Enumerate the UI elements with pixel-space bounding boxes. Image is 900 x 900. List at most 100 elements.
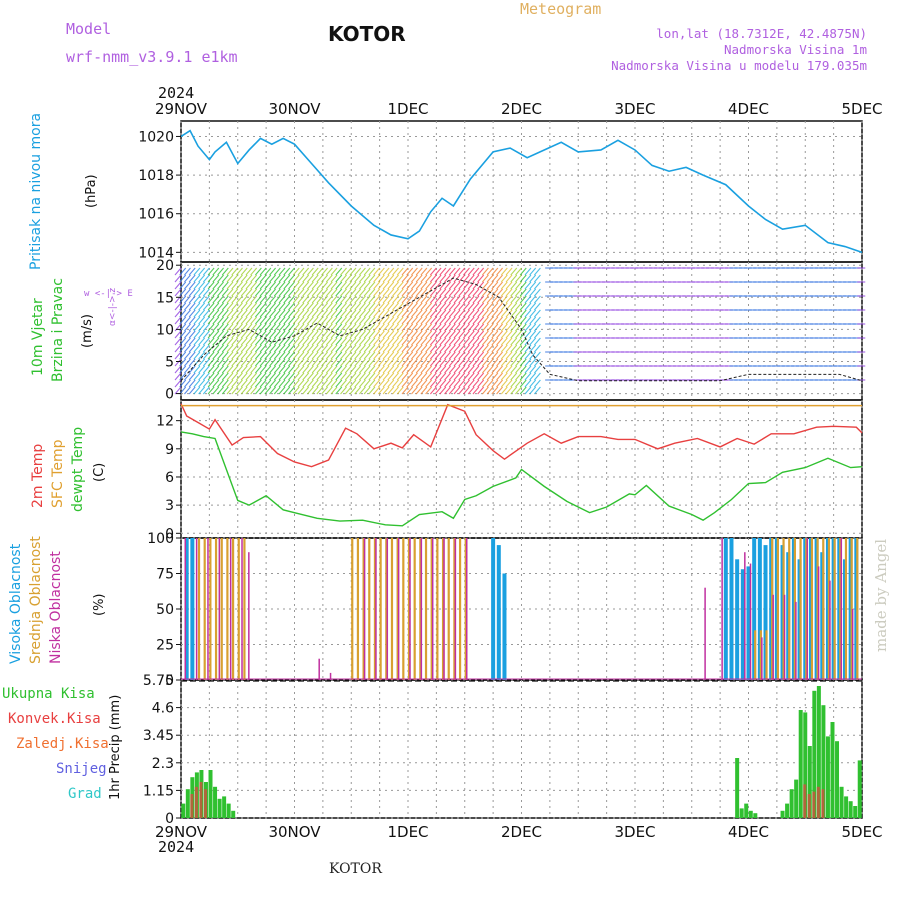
x-tick-bottom-1DEC: 1DEC (387, 823, 428, 841)
wind-barb (236, 281, 243, 290)
cloud-bar (754, 630, 757, 680)
wind-barb (174, 316, 182, 325)
wind-barb (519, 302, 527, 311)
wind-barb (330, 386, 338, 395)
wind-barb (425, 288, 433, 297)
wind-barb (340, 351, 347, 360)
wind-barb (429, 302, 437, 311)
wind-barb (524, 267, 532, 276)
wind-barb (202, 309, 210, 318)
wind-barb (184, 281, 191, 290)
wind-barb (269, 274, 277, 283)
wind-barb (505, 309, 513, 318)
wind-barb (193, 309, 201, 318)
wind-barb (439, 344, 447, 353)
wind-barb (306, 267, 314, 276)
wind-barb (496, 295, 504, 304)
wind-barb (306, 281, 314, 290)
wind-barb (472, 288, 480, 297)
x-tick-top-29NOV: 29NOV (155, 100, 208, 118)
wind-barb (519, 386, 527, 395)
wind-barb (254, 309, 262, 318)
wind-barb (259, 288, 267, 297)
wind-barb (217, 302, 224, 311)
wind-barb (217, 379, 224, 388)
wind-barb (198, 351, 206, 360)
wind-barb (491, 309, 499, 318)
wind-barb (236, 365, 243, 374)
wind-barb (302, 379, 310, 388)
wind-barb (330, 295, 338, 304)
cloud-bar (772, 594, 774, 680)
wind-barb (354, 365, 362, 374)
wind-barb (179, 344, 187, 353)
wind-barb (288, 288, 295, 297)
wind-barb (363, 316, 371, 325)
wind-barb (306, 386, 314, 395)
wind-barb (439, 365, 447, 374)
precip-bar (812, 690, 817, 818)
wind-barb (340, 281, 347, 290)
cloud-bar (363, 538, 366, 680)
wind-barb (184, 323, 191, 332)
wind-barb (396, 274, 404, 283)
wind-barb (340, 344, 347, 353)
wind-barb (396, 302, 404, 311)
wind-barb (179, 302, 187, 311)
wind-barb (439, 323, 447, 332)
wind-barb (448, 309, 456, 318)
wind-barb (533, 330, 541, 339)
wind-barb (444, 330, 451, 339)
wind-barb (207, 295, 215, 304)
wind-barb (344, 309, 352, 318)
wind-barb (415, 344, 423, 353)
wind-barb (273, 316, 281, 325)
wind-barb (486, 379, 494, 388)
wind-barb (269, 316, 277, 325)
cloud-bar (436, 538, 439, 680)
y-tick-label: 3 (165, 498, 174, 514)
precip-bar (821, 789, 825, 818)
wind-barb (533, 281, 541, 290)
wind-barb (221, 358, 229, 367)
wind-barb (188, 358, 196, 367)
wind-barb (330, 365, 338, 374)
wind-barb (179, 288, 187, 297)
wind-barb (254, 330, 262, 339)
wind-barb (481, 288, 489, 297)
wind-barb (533, 337, 541, 346)
wind-barb (458, 379, 466, 388)
wind-barb (254, 351, 262, 360)
wind-barb (453, 386, 461, 395)
cloud-bar (464, 538, 467, 680)
wind-barb (297, 316, 305, 325)
wind-barb (411, 274, 418, 283)
wind-barb (236, 337, 243, 346)
wind-barb (519, 309, 527, 318)
cloud-bar (782, 538, 785, 680)
wind-barb (198, 267, 206, 276)
wind-barb (411, 302, 418, 311)
wind-barb (458, 316, 466, 325)
wind-barb (429, 267, 437, 276)
cloud-bar (771, 538, 774, 680)
wind-barb (425, 344, 433, 353)
wind-barb (259, 330, 267, 339)
temp-line-0 (180, 403, 863, 468)
wind-barb (496, 358, 504, 367)
wind-barb (349, 288, 357, 297)
wind-barb (297, 267, 305, 276)
wind-barb (477, 358, 485, 367)
wind-barb (411, 379, 418, 388)
wind-barb (283, 309, 291, 318)
wind-barb (273, 358, 281, 367)
precip-bar (181, 803, 186, 818)
wind-barb (363, 267, 371, 276)
wind-barb (472, 316, 480, 325)
wind-barb (363, 365, 371, 374)
wind-barb (174, 309, 182, 318)
cloud-bar (502, 573, 507, 680)
cloud-bar (241, 538, 243, 680)
cloud-bar (839, 538, 842, 680)
wind-barb (392, 302, 399, 311)
